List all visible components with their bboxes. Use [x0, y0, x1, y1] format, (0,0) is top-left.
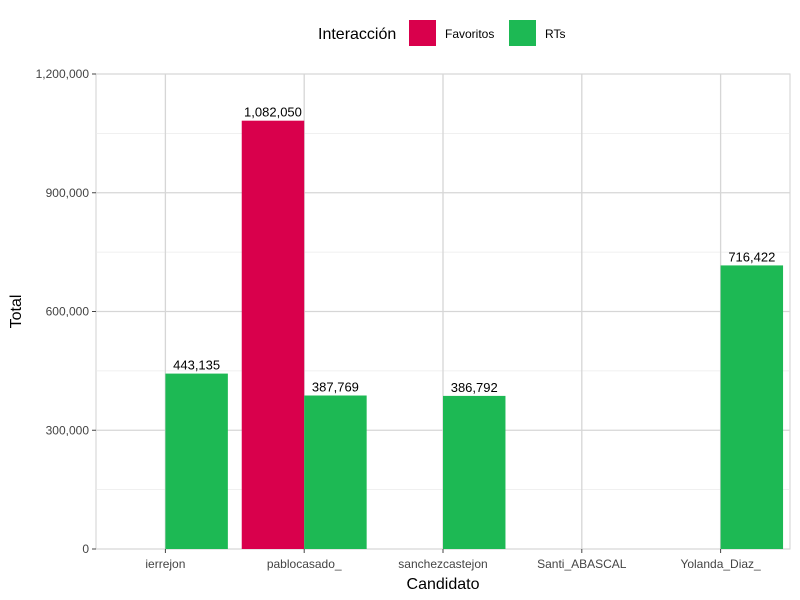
bar-favoritos: [241, 120, 305, 550]
bar-rts: [165, 373, 228, 549]
y-tick-label: 900,000: [46, 186, 90, 200]
bar-rts: [304, 395, 367, 549]
y-tick-label: 600,000: [46, 305, 90, 319]
legend-swatch-favoritos: [409, 20, 436, 46]
y-axis-title: Total: [8, 295, 25, 329]
legend-swatch-rts: [509, 20, 536, 46]
bars: [165, 120, 784, 550]
x-tick-label: Yolanda_Diaz_: [680, 557, 761, 571]
y-tick-label: 0: [82, 542, 89, 556]
y-tick-label: 300,000: [46, 423, 90, 437]
y-tick-label: 1,200,000: [36, 67, 90, 81]
x-tick-label: ierrejon: [145, 557, 185, 571]
data-label: 1,082,050: [244, 105, 302, 120]
data-label: 443,135: [173, 358, 220, 373]
plot-area: 1,082,050 443,135 387,769 386,792 716,422: [95, 73, 791, 550]
legend-items: Favoritos RTs: [409, 20, 565, 46]
data-label: 386,792: [451, 380, 498, 395]
data-labels: 1,082,050 443,135 387,769 386,792 716,422: [173, 105, 775, 395]
data-label: 716,422: [728, 249, 775, 264]
x-tick-label: sanchezcastejon: [398, 557, 487, 571]
y-axis: 0 300,000 600,000 900,000 1,200,000: [36, 67, 96, 556]
bar-rts: [443, 395, 506, 549]
legend-label: RTs: [545, 27, 565, 41]
legend: Interacción Favoritos RTs: [318, 20, 565, 46]
legend-title: Interacción: [318, 26, 396, 43]
legend-label: Favoritos: [445, 27, 494, 41]
x-tick-label: pablocasado_: [267, 557, 342, 571]
x-axis-title: Candidato: [407, 576, 480, 593]
x-axis: ierrejon pablocasado_ sanchezcastejon Santi…: [145, 549, 761, 571]
data-label: 387,769: [312, 380, 359, 395]
x-tick-label: Santi_ABASCAL: [537, 557, 627, 571]
bar-rts: [720, 265, 784, 549]
